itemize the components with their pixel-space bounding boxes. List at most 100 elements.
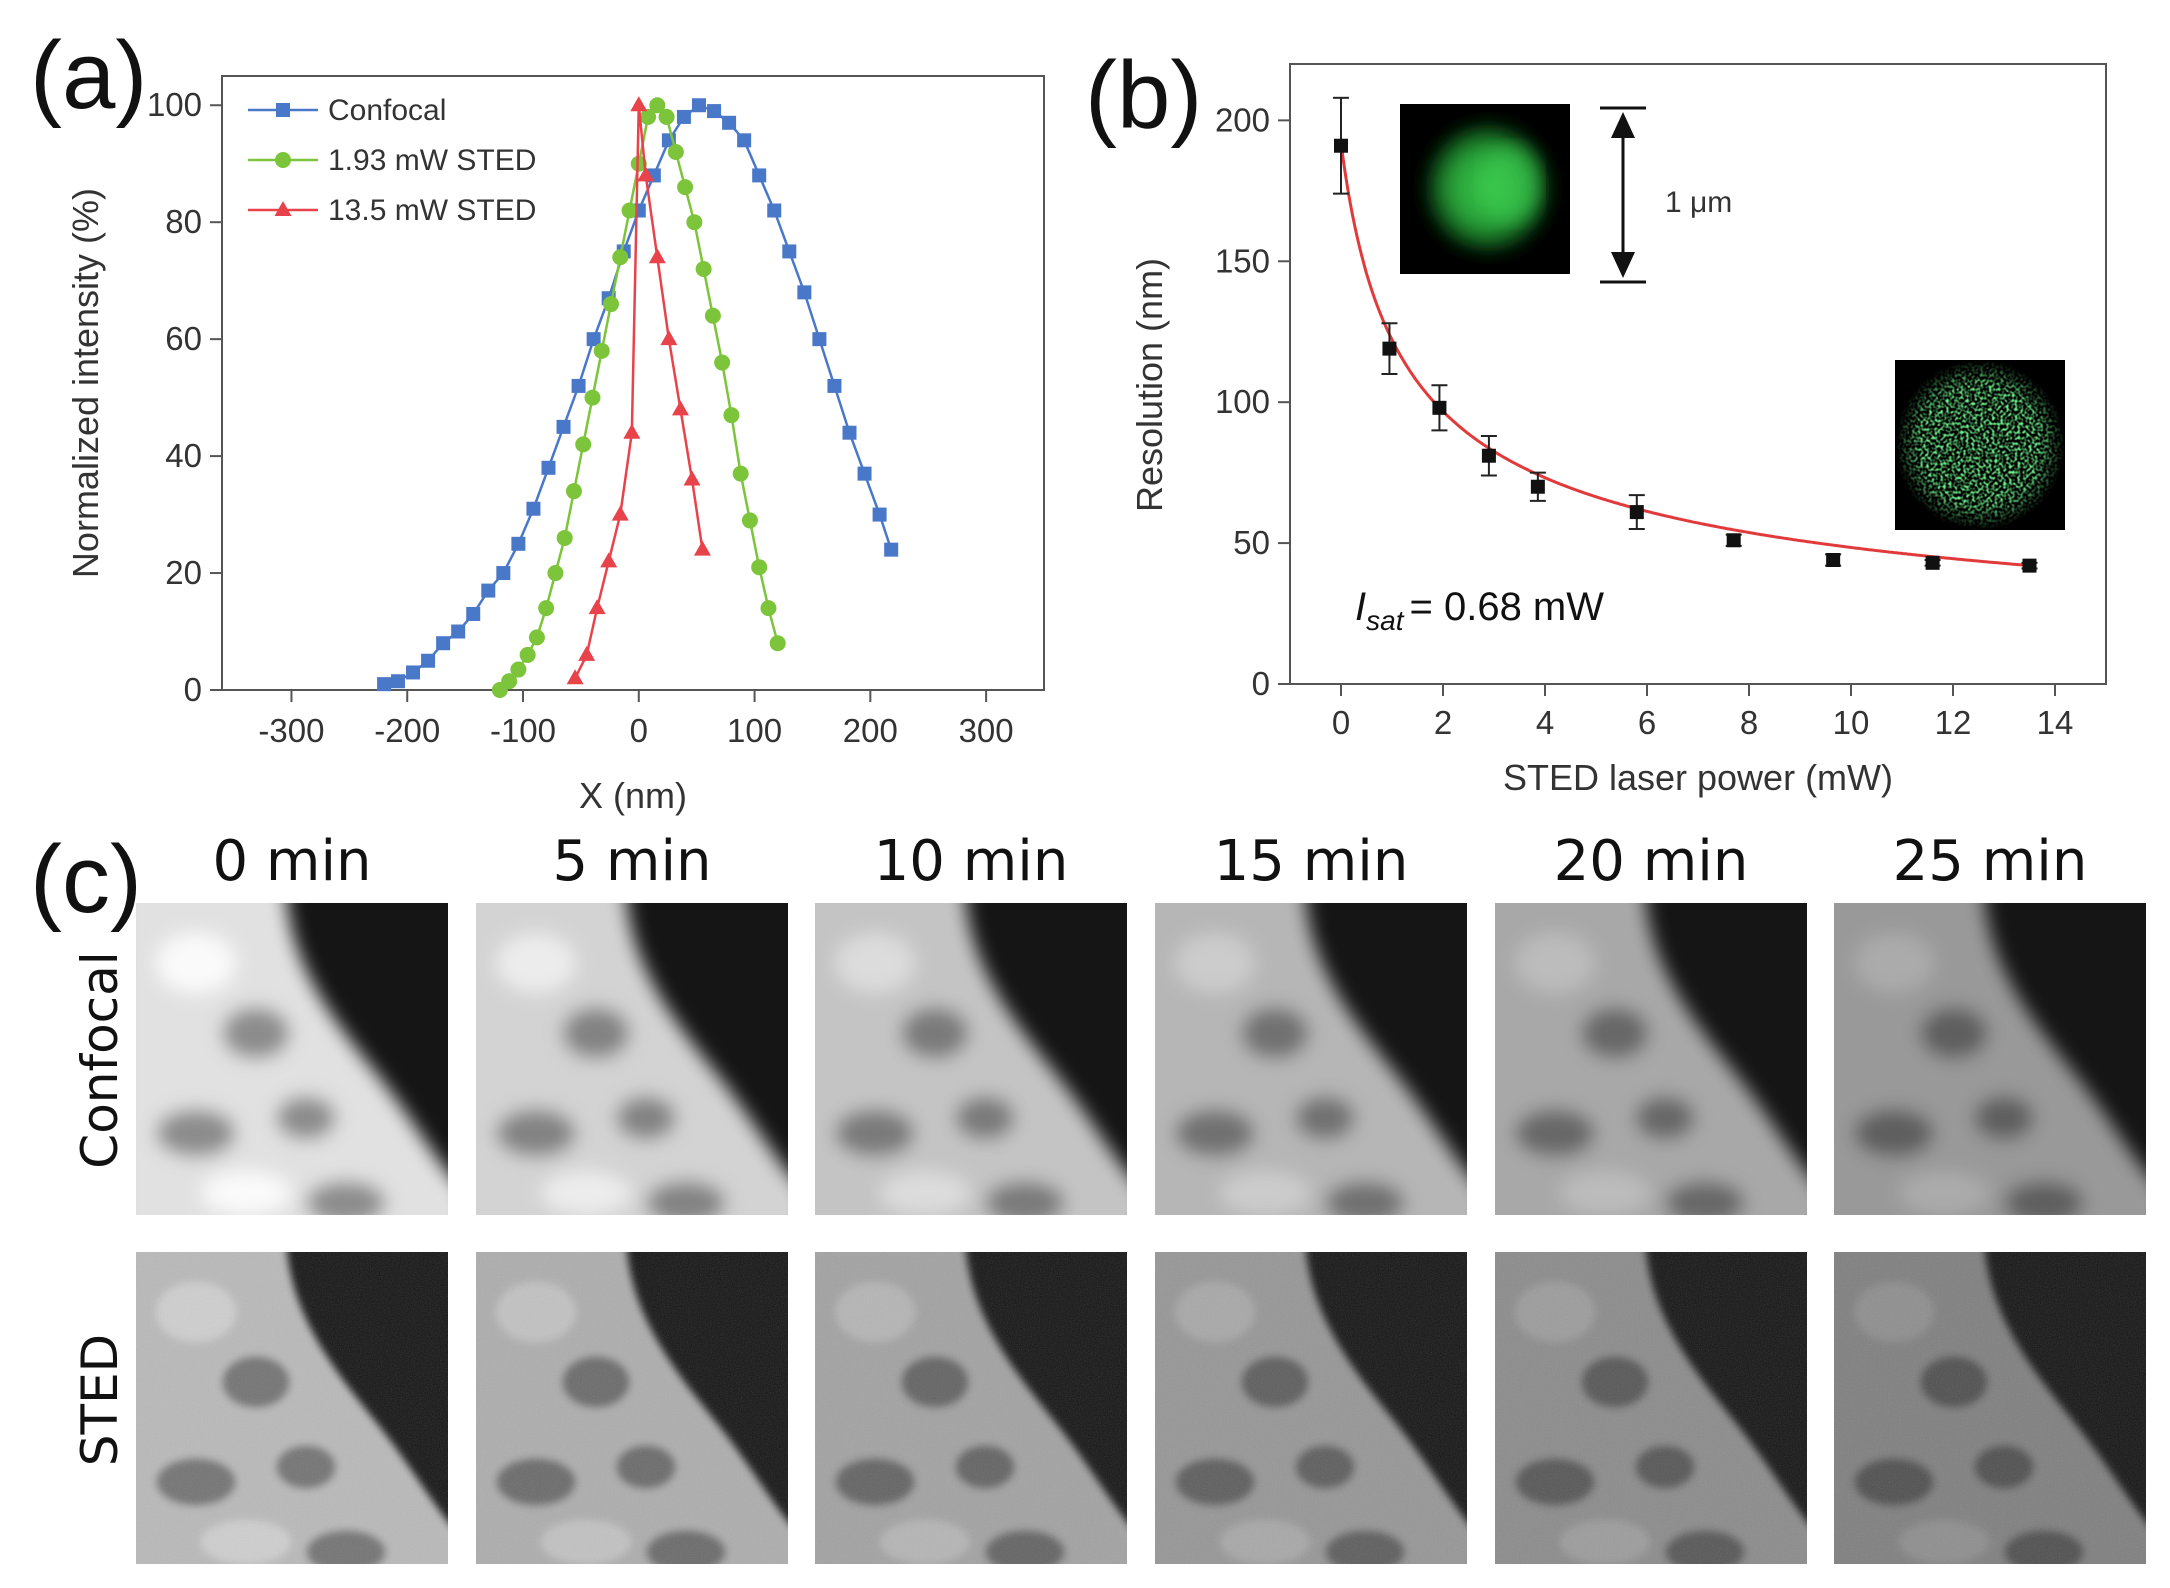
chart-a-xtick-label-3: 0	[630, 712, 648, 749]
series-1-point-13	[612, 249, 629, 266]
point-marker-6	[1726, 533, 1741, 548]
legend-marker-2	[274, 201, 292, 216]
time-label-2: 10 min	[874, 829, 1069, 894]
chart-b-ytick-label-2: 100	[1215, 383, 1270, 420]
chart-b-points	[1333, 96, 2038, 573]
series-1	[491, 97, 786, 698]
series-0-point-31	[842, 425, 857, 440]
series-1-point-3	[519, 646, 536, 663]
point-marker-3	[1481, 448, 1496, 463]
series-2-point-5	[623, 423, 641, 439]
time-label-4: 20 min	[1554, 829, 1749, 894]
chart-a-frame	[221, 75, 1045, 691]
chart-a-xtick-label-1: -200	[374, 712, 440, 749]
series-0-point-4	[436, 636, 451, 651]
panel-label-c: (c)	[30, 826, 142, 933]
legend-label-0: Confocal	[328, 94, 446, 127]
series-0-point-28	[797, 285, 812, 300]
series-0-point-3	[421, 653, 436, 668]
series-0-point-7	[481, 583, 496, 598]
isat-value: = 0.68 mW	[1409, 585, 1604, 629]
series-2-point-1	[578, 645, 596, 661]
legend-marker-1	[275, 152, 291, 168]
chart-a-xtick-label-4: 100	[727, 712, 782, 749]
series-1-point-8	[565, 483, 582, 500]
time-label-1: 5 min	[552, 829, 711, 894]
series-0-point-9	[511, 536, 526, 551]
micrograph-confocal-1	[476, 903, 788, 1215]
series-1-point-20	[677, 179, 694, 196]
chart-a-ytick-label-2: 40	[165, 437, 202, 474]
micrograph-sted-3	[1155, 1252, 1467, 1564]
resolution-point-0	[1333, 96, 1349, 195]
series-2-point-10	[671, 400, 689, 416]
point-marker-8	[1925, 555, 1940, 570]
isat-subscript: sat	[1366, 605, 1405, 636]
series-1-point-10	[584, 389, 601, 406]
series-0	[377, 98, 899, 692]
micrograph-sted-0	[136, 1252, 448, 1564]
series-1-point-29	[760, 600, 777, 617]
series-0-point-33	[872, 507, 887, 522]
chart-b-ytick-label-0: 0	[1252, 665, 1270, 702]
series-1-point-30	[769, 635, 786, 652]
resolution-point-9	[2021, 558, 2038, 573]
chart-b-xtick-label-5: 10	[1833, 704, 1870, 741]
chart-a-xlabel: X (nm)	[579, 775, 687, 816]
series-0-point-27	[782, 244, 797, 259]
row-label-sted: STED	[71, 1334, 129, 1466]
series-1-point-11	[593, 342, 610, 359]
series-1-point-28	[751, 559, 768, 576]
series-0-point-34	[884, 542, 899, 557]
chart-a: -300 -200 -100 0 100 200 300 0 20 40 60 80 100 Confo…	[65, 75, 1045, 816]
chart-b-xtick-label-7: 14	[2037, 704, 2074, 741]
series-0-point-25	[752, 168, 767, 183]
legend-label-2: 13.5 mW STED	[328, 194, 536, 227]
series-2-point-11	[683, 470, 701, 486]
point-marker-7	[1826, 553, 1841, 567]
series-0-point-12	[556, 419, 571, 434]
series-0-point-5	[451, 624, 466, 639]
series-2-point-6	[630, 96, 648, 112]
chart-b-ticks: 0 2 4 6 8 10 12 14 0 50 100 150 200	[1215, 101, 2073, 741]
series-1-point-27	[741, 512, 758, 529]
isat-annotation: Isat = 0.68 mW	[1355, 585, 1604, 636]
series-2-point-12	[693, 540, 711, 556]
chart-a-ticks: -300 -200 -100 0 100 200 300 0 20 40 60 80 100	[147, 86, 1014, 749]
series-0-point-11	[541, 460, 556, 475]
chart-b-xlabel: STED laser power (mW)	[1503, 757, 1893, 798]
series-1-point-21	[686, 214, 703, 231]
series-1-point-14	[621, 202, 638, 219]
series-0-point-22	[707, 104, 722, 119]
micrograph-confocal-3	[1155, 903, 1467, 1215]
chart-a-ytick-label-3: 60	[165, 320, 202, 357]
point-marker-5	[1629, 505, 1644, 520]
series-0-point-8	[496, 566, 511, 581]
time-label-5: 25 min	[1893, 829, 2088, 894]
scale-bar-label: 1 μm	[1665, 186, 1732, 219]
series-2-point-4	[611, 505, 629, 521]
series-2-point-0	[566, 669, 584, 685]
chart-b-frame	[1289, 63, 2107, 685]
chart-a-xtick-label-6: 300	[959, 712, 1014, 749]
inset-confocal-image	[1400, 104, 1570, 274]
point-marker-2	[1432, 400, 1447, 415]
series-2-point-7	[637, 166, 655, 182]
series-2-point-8	[648, 248, 666, 264]
series-0-point-20	[676, 109, 691, 124]
resolution-point-6	[1725, 533, 1742, 548]
resolution-point-5	[1628, 494, 1645, 530]
series-0-point-13	[571, 378, 586, 393]
chart-b-ytick-label-1: 50	[1233, 524, 1270, 561]
time-label-0: 0 min	[212, 829, 371, 894]
series-0-point-2	[406, 665, 421, 680]
chart-b-xtick-label-6: 12	[1935, 704, 1972, 741]
series-0-point-6	[466, 606, 481, 621]
series-2-point-3	[600, 552, 618, 568]
chart-b-ylabel: Resolution (nm)	[1129, 258, 1170, 512]
chart-b-ytick-label-4: 200	[1215, 101, 1270, 138]
point-marker-9	[2022, 558, 2037, 573]
chart-a-ylabel: Normalized intensity (%)	[65, 188, 106, 578]
chart-b-xtick-label-3: 6	[1638, 704, 1656, 741]
